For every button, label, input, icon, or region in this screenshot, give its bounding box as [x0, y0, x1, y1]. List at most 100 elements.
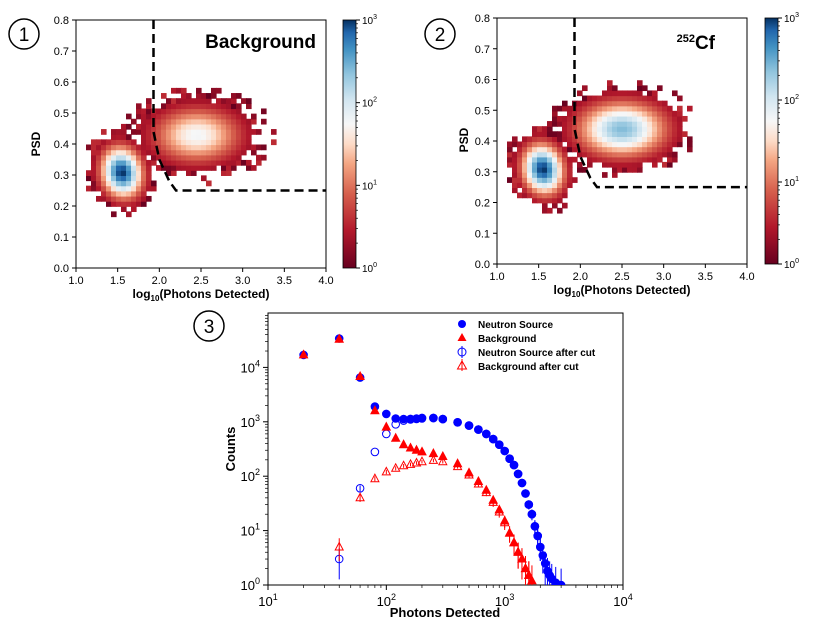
cut-line	[573, 18, 747, 189]
heatmap-cell	[86, 144, 92, 151]
data-point-3	[437, 456, 448, 466]
x-tick-label: 3.5	[698, 271, 713, 283]
heatmap-cell	[552, 121, 558, 127]
heatmap-cell	[121, 170, 127, 176]
heatmap-cell	[171, 108, 177, 115]
heatmap-cell	[131, 175, 137, 182]
heatmap-cell	[181, 129, 187, 135]
heatmap-cell	[211, 144, 217, 151]
heatmap-cell	[537, 197, 543, 204]
heatmap-cell	[151, 149, 157, 156]
heatmap-cell	[542, 182, 548, 189]
heatmap-cell	[557, 167, 563, 173]
heatmap-cell	[191, 108, 197, 115]
heatmap-cell	[106, 149, 112, 156]
heatmap-cell	[221, 144, 227, 151]
heatmap-cell	[156, 113, 162, 120]
heatmap-cell	[111, 185, 117, 192]
heatmap-cell	[146, 175, 152, 182]
heatmap-cell	[642, 156, 648, 163]
heatmap-cell	[602, 151, 608, 158]
cut-line	[152, 20, 326, 192]
heatmap-cell	[672, 136, 678, 143]
x-tick-label: 2.5	[614, 271, 629, 283]
heatmap-cell	[507, 161, 513, 168]
heatmap-cell	[652, 141, 658, 148]
heatmap-cell	[151, 159, 157, 166]
heatmap-cell	[587, 95, 593, 102]
heatmap-cell	[171, 149, 177, 156]
heatmap-cell	[642, 146, 648, 153]
heatmap-cell	[637, 136, 643, 143]
heatmap-cell	[622, 151, 628, 158]
x-tick-label: 1.0	[489, 271, 504, 283]
heatmap-cell	[597, 115, 603, 122]
heatmap-cell	[106, 180, 112, 187]
heatmap-cell	[101, 180, 107, 187]
heatmap-cell	[662, 146, 668, 153]
heatmap-cell	[677, 110, 683, 117]
heatmap-cell	[537, 141, 543, 148]
x-tick-label: 3.5	[277, 275, 292, 287]
heatmap-cell	[131, 139, 137, 146]
heatmap-cell	[126, 195, 132, 202]
heatmap-cell	[181, 98, 187, 104]
data-point-1	[499, 515, 510, 525]
heatmap-cell	[161, 123, 167, 130]
heatmap-cell	[617, 141, 623, 148]
heatmap-cell	[567, 110, 573, 117]
heatmap-cell	[256, 129, 262, 135]
heatmap-cell	[617, 167, 623, 173]
heatmap-cell	[136, 201, 142, 207]
data-point-3	[405, 458, 416, 468]
data-point-1	[405, 442, 416, 452]
heatmap-cell	[522, 167, 528, 173]
heatmap-cell	[607, 131, 613, 137]
heatmap-cell	[602, 161, 608, 168]
heatmap-cell	[251, 144, 257, 151]
heatmap-cell	[657, 146, 663, 153]
heatmap-cell	[226, 98, 232, 104]
heatmap-cell	[597, 141, 603, 148]
heatmap-cell	[637, 161, 643, 168]
heatmap-cell	[126, 201, 132, 207]
heatmap-cell	[211, 159, 217, 166]
heatmap-cell	[171, 87, 177, 94]
heatmap-cell	[617, 110, 623, 117]
heatmap-cell	[562, 105, 568, 112]
heatmap-cell	[547, 197, 553, 204]
heatmap-cells	[507, 80, 693, 214]
heatmap-cell	[637, 85, 643, 92]
heatmap-cell	[537, 187, 543, 194]
heatmap-cell	[677, 131, 683, 137]
heatmap-cell	[131, 190, 137, 197]
panel-badge-1: 1	[8, 18, 40, 50]
heatmap-cell	[191, 149, 197, 156]
heatmap-cell	[557, 115, 563, 122]
heatmap-cell	[191, 159, 197, 166]
heatmap-cell	[201, 118, 207, 125]
heatmap-cell	[91, 149, 97, 156]
heatmap-cell	[246, 98, 252, 104]
x-axis-label: Photons Detected	[390, 605, 501, 620]
heatmap-cell	[201, 123, 207, 130]
heatmap-cell	[161, 113, 167, 120]
data-point-3	[417, 456, 427, 466]
heatmap-cell	[176, 103, 182, 110]
panel-badge-2: 2	[424, 18, 456, 50]
heatmap-cell	[216, 139, 222, 146]
heatmap-cell	[126, 113, 132, 120]
heatmap-cell	[131, 118, 137, 125]
y-axis-label: PSD	[29, 131, 43, 156]
heatmap-cell	[216, 154, 222, 161]
heatmap-cell	[662, 110, 668, 117]
heatmap-cell	[106, 175, 112, 182]
heatmap-cell	[126, 175, 132, 182]
heatmap-cell	[161, 129, 167, 135]
heatmap-cell	[597, 156, 603, 163]
y-tick-label: 0.5	[475, 105, 490, 117]
heatmap-cell	[201, 113, 207, 120]
heatmap-cell	[542, 197, 548, 204]
heatmap-cell	[632, 167, 638, 173]
heatmap-cell	[176, 98, 182, 104]
